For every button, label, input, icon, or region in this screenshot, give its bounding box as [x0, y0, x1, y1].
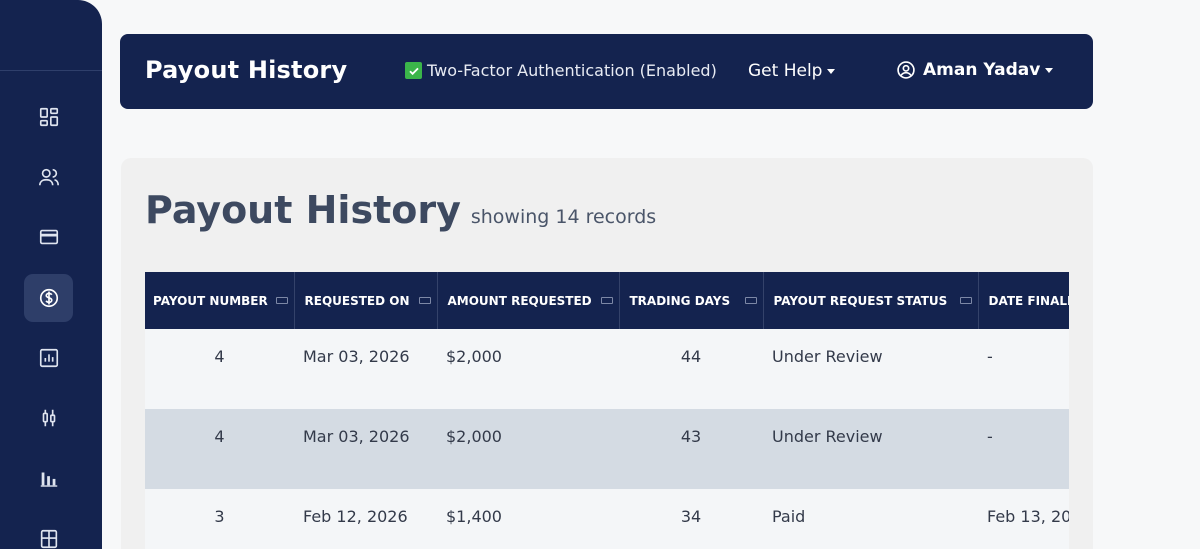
- chevron-down-icon: [827, 68, 836, 74]
- sidebar-item-stats[interactable]: [24, 454, 73, 502]
- sidebar-item-dashboard[interactable]: [24, 93, 73, 141]
- cell-status: Paid: [763, 489, 978, 549]
- table-row[interactable]: 3 Feb 12, 2026 $1,400 34 Paid Feb 13, 20…: [145, 489, 1069, 549]
- sidebar-divider: [0, 70, 102, 71]
- user-menu-dropdown[interactable]: Aman Yadav: [896, 60, 1054, 80]
- get-help-label: Get Help: [748, 61, 823, 81]
- sidebar-item-trading[interactable]: [24, 394, 73, 442]
- cell-payout-number: 4: [145, 329, 294, 409]
- cell-status: Under Review: [763, 329, 978, 409]
- sort-icon[interactable]: [418, 297, 431, 304]
- cell-payout-number: 3: [145, 489, 294, 549]
- cell-status: Under Review: [763, 409, 978, 489]
- two-factor-label: Two-Factor Authentication (Enabled): [427, 61, 717, 80]
- column-header-label: AMOUNT REQUESTED: [447, 293, 592, 308]
- column-header-label: REQUESTED ON: [304, 293, 410, 308]
- cell-amount: $1,400: [437, 489, 619, 549]
- page-title: Payout History: [145, 188, 461, 232]
- sidebar-item-billing[interactable]: [24, 213, 73, 261]
- cell-requested-on: Mar 03, 2026: [294, 329, 437, 409]
- cell-trading-days: 43: [619, 409, 763, 489]
- chevron-down-icon: [1045, 67, 1054, 73]
- sort-icon[interactable]: [600, 297, 613, 304]
- column-header-label: TRADING DAYS: [629, 293, 731, 308]
- payout-table: PAYOUT NUMBER REQUESTED ON AMOUNT REQUES…: [145, 272, 1069, 549]
- cell-requested-on: Feb 12, 2026: [294, 489, 437, 549]
- record-count: showing 14 records: [470, 206, 657, 228]
- column-header-label: PAYOUT NUMBER: [153, 293, 268, 308]
- candlestick-icon: [42, 409, 55, 427]
- sidebar: [0, 0, 102, 549]
- cell-trading-days: 44: [619, 329, 763, 409]
- sidebar-item-users[interactable]: [24, 153, 73, 201]
- check-icon: [405, 62, 422, 79]
- top-navbar: Payout History Two-Factor Authentication…: [120, 34, 1093, 109]
- column-header[interactable]: DATE FINALIZED: [978, 272, 1069, 329]
- sort-icon[interactable]: [744, 297, 757, 304]
- panel-heading: Payout History showing 14 records: [145, 188, 656, 232]
- calculator-icon: [40, 529, 57, 549]
- cell-date-finalized: -: [978, 409, 1069, 489]
- column-header-label: DATE FINALIZED: [988, 293, 1070, 308]
- sidebar-item-calculator[interactable]: [24, 515, 73, 549]
- table-row[interactable]: 4 Mar 03, 2026 $2,000 43 Under Review -: [145, 409, 1069, 489]
- dollar-circle-icon: [39, 288, 58, 308]
- column-header-label: PAYOUT REQUEST STATUS: [773, 293, 948, 308]
- column-header[interactable]: PAYOUT REQUEST STATUS: [763, 272, 979, 329]
- credit-card-icon: [39, 229, 58, 245]
- user-circle-icon: [897, 61, 915, 79]
- table-row[interactable]: 4 Mar 03, 2026 $2,000 44 Under Review -: [145, 329, 1069, 409]
- column-header[interactable]: AMOUNT REQUESTED: [437, 272, 620, 329]
- user-name: Aman Yadav: [923, 60, 1041, 80]
- cell-trading-days: 34: [619, 489, 763, 549]
- sort-icon[interactable]: [959, 297, 972, 304]
- stats-icon: [40, 472, 57, 487]
- payout-history-panel: Payout History showing 14 records PAYOUT…: [121, 158, 1093, 549]
- get-help-dropdown[interactable]: Get Help: [748, 61, 836, 81]
- cell-date-finalized: Feb 13, 2026: [978, 489, 1069, 549]
- cell-requested-on: Mar 03, 2026: [294, 409, 437, 489]
- navbar-title: Payout History: [145, 56, 348, 84]
- cell-amount: $2,000: [437, 329, 619, 409]
- column-header[interactable]: PAYOUT NUMBER: [145, 272, 295, 329]
- cell-payout-number: 4: [145, 409, 294, 489]
- users-icon: [38, 168, 59, 186]
- bar-chart-icon: [39, 348, 58, 368]
- column-header[interactable]: REQUESTED ON: [294, 272, 438, 329]
- cell-amount: $2,000: [437, 409, 619, 489]
- sidebar-item-reports[interactable]: [24, 334, 73, 382]
- column-header[interactable]: TRADING DAYS: [619, 272, 764, 329]
- sort-icon[interactable]: [275, 297, 288, 304]
- payout-table-container[interactable]: PAYOUT NUMBER REQUESTED ON AMOUNT REQUES…: [145, 272, 1069, 549]
- dashboard-icon: [39, 107, 58, 127]
- two-factor-status: Two-Factor Authentication (Enabled): [405, 61, 717, 80]
- sidebar-item-payouts[interactable]: [24, 274, 73, 322]
- table-header-row: PAYOUT NUMBER REQUESTED ON AMOUNT REQUES…: [145, 272, 1069, 329]
- cell-date-finalized: -: [978, 329, 1069, 409]
